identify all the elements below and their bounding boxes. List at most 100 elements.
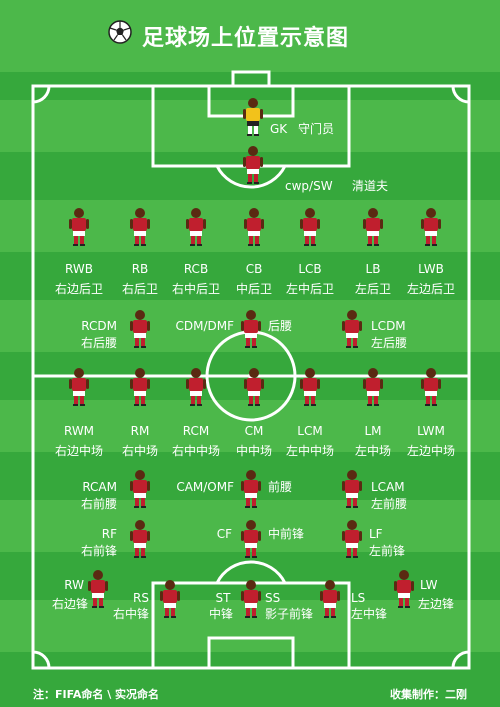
pos-code-lm: LM — [364, 424, 382, 438]
pos-code-rf: RF — [101, 527, 117, 541]
player-ss — [320, 580, 340, 618]
pos-name-lwb: 左边后卫 — [406, 282, 456, 296]
players-layer — [69, 98, 441, 618]
pos-name-lf: 左前锋 — [369, 544, 406, 558]
pos-code-rwb: RWB — [65, 262, 93, 276]
pos-name-ss: 影子前锋 — [265, 607, 314, 621]
pos-name-rf: 右前锋 — [80, 544, 117, 558]
pos-code-rw: RW — [64, 578, 84, 592]
pos-name-lb: 左后卫 — [354, 282, 392, 296]
pos-code-lcam: LCAM — [371, 480, 405, 494]
corner-arc-br — [451, 650, 470, 669]
soccer-ball-icon — [108, 20, 132, 44]
footer-note: 注：FIFA命名 \ 实况命名 — [33, 688, 160, 701]
player-lcm — [300, 368, 320, 406]
player-cb — [244, 208, 264, 246]
pos-name-cf: 中前锋 — [268, 527, 305, 541]
pos-code-lwb: LWB — [418, 262, 444, 276]
goal-area-bottom — [207, 636, 295, 670]
pos-code-rcm: RCM — [182, 424, 210, 438]
corner-arc-bl — [32, 650, 51, 669]
player-lcam — [342, 470, 362, 508]
player-lf — [342, 520, 362, 558]
pos-code-cdm: CDM/DMF — [175, 319, 234, 333]
pos-name-rcb: 右中后卫 — [171, 282, 221, 296]
pos-code-cm: CM — [244, 424, 264, 438]
pos-name-cdm: 后腰 — [268, 319, 293, 333]
player-cm — [244, 368, 264, 406]
pos-code-rcdm: RCDM — [81, 319, 117, 333]
player-lwb — [421, 208, 441, 246]
pos-name-lm: 左中场 — [354, 444, 392, 458]
player-rw — [88, 570, 108, 608]
player-cam — [241, 470, 261, 508]
corner-arc-tl — [32, 85, 51, 104]
pos-name-ls: 左中锋 — [351, 607, 388, 621]
player-lcdm — [342, 310, 362, 348]
player-rb — [130, 208, 150, 246]
pos-code-rb: RB — [131, 262, 149, 276]
pos-code-st: ST — [215, 591, 231, 605]
pos-name-lcb: 左中后卫 — [285, 282, 335, 296]
pos-code-ls: LS — [351, 591, 366, 605]
player-cf — [241, 520, 261, 558]
pos-name-lcm: 左中中场 — [285, 444, 335, 458]
pos-code-cb: CB — [245, 262, 263, 276]
pos-name-rcm: 右中中场 — [171, 444, 221, 458]
pos-name-rwb: 右边后卫 — [54, 282, 104, 296]
pos-name-rw: 右边锋 — [51, 597, 88, 611]
pos-code-lcm: LCM — [297, 424, 323, 438]
player-lw — [394, 570, 414, 608]
pos-code-rm: RM — [130, 424, 150, 438]
footer-credit: 收集制作：二刚 — [390, 688, 467, 701]
player-rcdm — [130, 310, 150, 348]
pos-name-cb: 中后卫 — [235, 282, 273, 296]
player-lwm — [421, 368, 441, 406]
player-sw — [243, 146, 263, 184]
page-title: 足球场上位置示意图 — [142, 26, 350, 51]
player-gk — [243, 98, 263, 136]
player-rwm — [69, 368, 89, 406]
pos-name-cam: 前腰 — [268, 480, 293, 494]
pos-name-st: 中锋 — [208, 607, 234, 621]
pos-code-lcdm: LCDM — [371, 319, 406, 333]
pos-name-lwm: 左边中场 — [406, 444, 456, 458]
pos-code-ss: SS — [265, 591, 281, 605]
pos-code-lb: LB — [365, 262, 381, 276]
penalty-arc-top — [215, 165, 287, 189]
pos-name-rcam: 右前腰 — [80, 497, 117, 511]
player-rcb — [186, 208, 206, 246]
player-rwb — [69, 208, 89, 246]
pos-code-lwm: LWM — [417, 424, 445, 438]
pos-name-lcam: 左前腰 — [371, 497, 408, 511]
pos-name-lw: 左边锋 — [418, 597, 455, 611]
pos-name-rwm: 右边中场 — [54, 444, 104, 458]
player-rcm — [186, 368, 206, 406]
pos-name-rm: 右中场 — [121, 444, 159, 458]
pos-code-lcb: LCB — [298, 262, 322, 276]
pos-name-sw: 清道夫 — [352, 179, 389, 193]
penalty-arc-bottom — [215, 560, 287, 584]
player-lm — [363, 368, 383, 406]
player-rcam — [130, 470, 150, 508]
player-cdm — [241, 310, 261, 348]
pos-code-gk: GK — [270, 122, 288, 136]
player-rs — [160, 580, 180, 618]
player-rf — [130, 520, 150, 558]
player-st — [241, 580, 261, 618]
pos-name-cm: 中中场 — [235, 444, 273, 458]
pos-name-rb: 右后卫 — [121, 282, 159, 296]
pos-name-lcdm: 左后腰 — [371, 336, 408, 350]
pos-name-rcdm: 右后腰 — [80, 336, 117, 350]
pos-name-rs: 右中锋 — [112, 607, 149, 621]
pos-code-lw: LW — [420, 578, 438, 592]
player-rm — [130, 368, 150, 406]
pos-code-lf: LF — [369, 527, 383, 541]
pos-code-cam: CAM/OMF — [176, 480, 234, 494]
corner-arc-tr — [451, 85, 470, 104]
player-lcb — [300, 208, 320, 246]
pos-code-sw: cwp/SW — [285, 179, 333, 193]
pos-code-rcam: RCAM — [82, 480, 117, 494]
